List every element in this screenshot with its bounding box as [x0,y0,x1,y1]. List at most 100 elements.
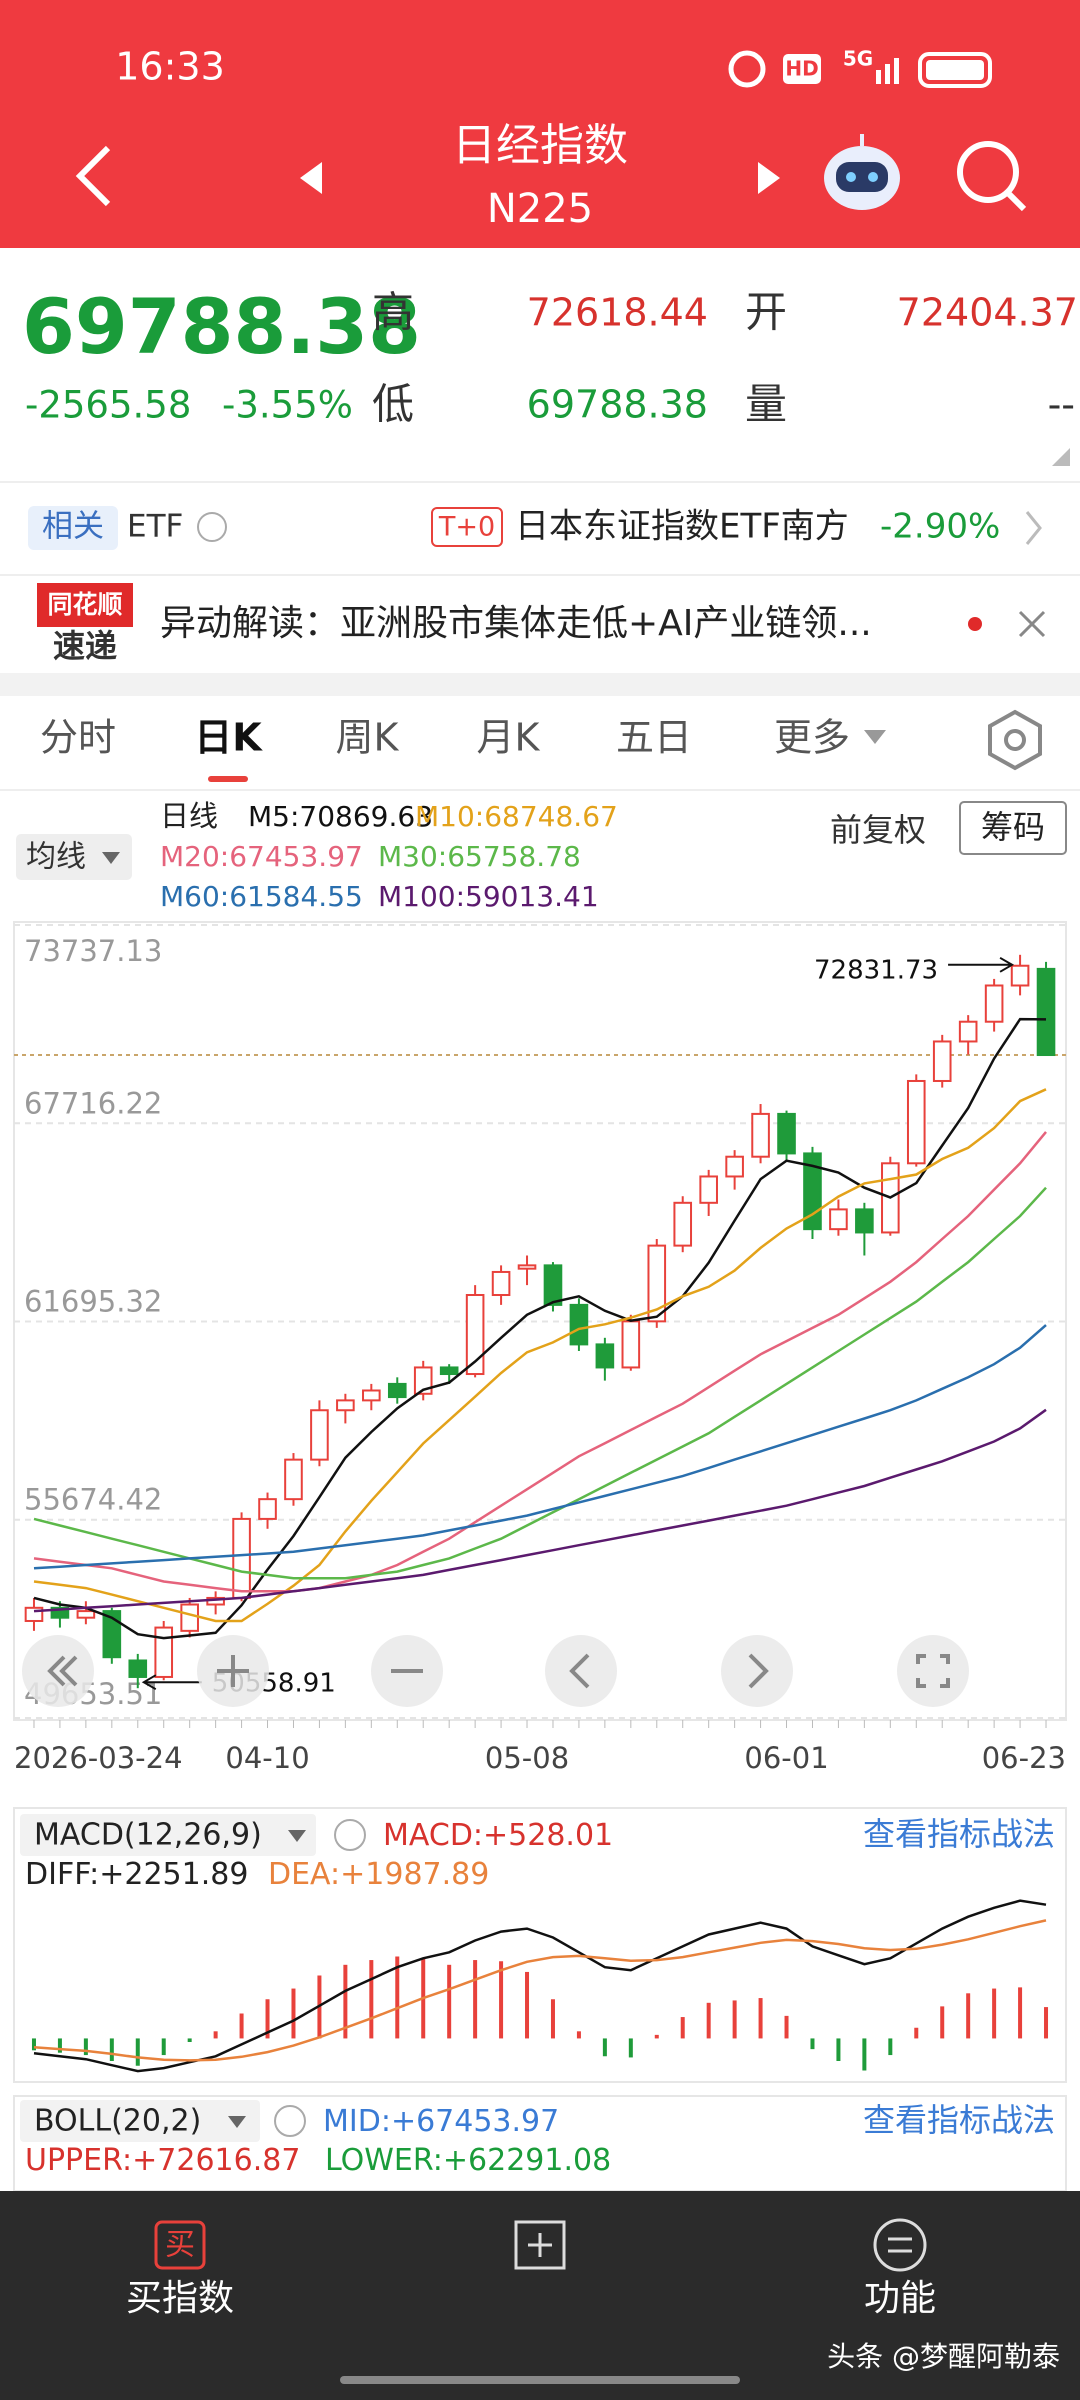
boll-lower: LOWER:+62291.08 [325,2143,611,2178]
tab[interactable]: 周K [336,716,400,760]
ma-line [33,1324,1047,1570]
candle-body [958,1020,978,1043]
macd-reading: MACD:+528.01 [383,1818,613,1853]
help-icon[interactable] [274,2105,306,2137]
boll-selector-bg[interactable] [20,2100,260,2142]
header-bg [0,0,1080,248]
label: M100: [378,880,465,913]
max-arrow [948,956,1015,973]
etf-label: ETF [127,509,183,545]
news-logo-bottom: 速递 [53,627,117,665]
boll-selector[interactable]: BOLL(20,2) [34,2104,201,2139]
scroll-left[interactable] [545,1635,617,1707]
ma-legend: M100:59013.41 [378,880,599,913]
candle-body [621,1320,641,1369]
ma-selector[interactable]: 均线 [26,840,86,875]
ma-legend: M30:65758.78 [378,840,581,873]
settings-icon[interactable] [988,709,1042,771]
t0-label: T+0 [438,512,495,543]
function-button[interactable]: 功能 [864,2278,936,2319]
value: 2251.89 [124,1857,248,1892]
macd-selector-bg[interactable] [20,1814,316,1856]
battery-icon [918,52,992,88]
diff-reading: DIFF:+2251.89 [25,1857,248,1892]
help-icon[interactable] [197,512,227,542]
prev-index[interactable] [300,162,322,194]
macd-bar [109,2038,114,2061]
chips-button-bg[interactable] [959,801,1067,855]
strategy-link[interactable]: 查看指标战法 [863,1815,1055,1853]
macd-bar [810,2038,815,2050]
chips-button[interactable]: 筹码 [981,808,1045,846]
x-tick-label: 06-23 [982,1741,1066,1775]
buy-icon-frame[interactable] [154,2220,206,2270]
ma-selector-bg[interactable] [16,834,132,880]
candle-body [284,1458,303,1501]
macd-bar [576,2031,581,2039]
icon [47,1655,66,1687]
candle-body [336,1399,355,1412]
candle-body [413,1366,433,1395]
candle-body [595,1343,615,1369]
macd-bar [213,2031,218,2039]
tab-active[interactable]: 日K [194,716,263,760]
label: M30: [378,840,447,873]
icon [888,2237,912,2253]
close-news[interactable] [1018,610,1046,638]
macd-bar [31,2038,36,2051]
news-logo-top-bg [37,583,133,627]
macd-bar [57,2038,62,2053]
tab[interactable]: 更多 [774,716,850,760]
expand-corner[interactable] [1052,448,1070,466]
assistant-icon[interactable] [824,134,900,210]
candle-body [232,1517,251,1599]
add-button[interactable] [514,2220,566,2270]
more-arrow [864,730,886,744]
low-value: 69788.38 [527,383,708,427]
candle-body [128,1659,148,1678]
macd-pane [13,1807,1067,2083]
tab[interactable]: 月K [477,716,541,760]
value: 59013.41 [465,880,599,913]
prefix: MACD:+ [383,1818,508,1853]
etf-change: -2.90% [880,507,1000,547]
etf-chevron[interactable] [1025,511,1042,545]
min-arrow [141,1674,202,1691]
value: 72616.87 [157,2143,300,2178]
icon [59,1655,78,1687]
news-text[interactable]: 异动解读：亚洲股市集体走低+AI产业链领... [160,603,872,644]
last-price: 69788.38 [22,282,421,371]
settings-icon-core [1004,729,1026,751]
zoom-first[interactable] [22,1635,94,1707]
function-icon[interactable] [873,2218,927,2272]
label: M10: [415,800,484,833]
hd-icon [783,54,821,84]
unread-dot [968,617,982,631]
fullscreen[interactable] [897,1635,969,1707]
news-logo-top: 同花顺 [47,590,122,619]
tab[interactable]: 五日 [616,716,692,760]
status-time: 16:33 [115,45,225,89]
candle-body [439,1366,459,1376]
macd-selector[interactable]: MACD(12,26,9) [34,1818,262,1853]
network-label: 5G [843,47,873,71]
candle-body [465,1294,485,1376]
search-button[interactable] [957,141,1027,212]
tab[interactable]: 分时 [40,716,116,760]
adjust-mode[interactable]: 前复权 [830,811,926,849]
buy-icon[interactable]: 买 [165,2228,195,2263]
back-button[interactable] [75,145,111,207]
scroll-right[interactable] [721,1635,793,1707]
etf-name[interactable]: 日本东证指数ETF南方 [515,507,849,547]
help-icon[interactable] [334,1819,366,1851]
index-code: N225 [487,186,593,232]
ma-legend: M20:67453.97 [160,840,363,873]
value: 528.01 [508,1818,613,1853]
strategy-link[interactable]: 查看指标战法 [863,2101,1055,2139]
open-label: 开 [745,288,787,337]
change: -2565.58 [25,384,191,427]
next-index[interactable] [758,162,780,194]
diff-line [33,1899,1047,2073]
buy-button[interactable]: 买指数 [126,2278,234,2319]
value: 67453.97 [229,840,363,873]
